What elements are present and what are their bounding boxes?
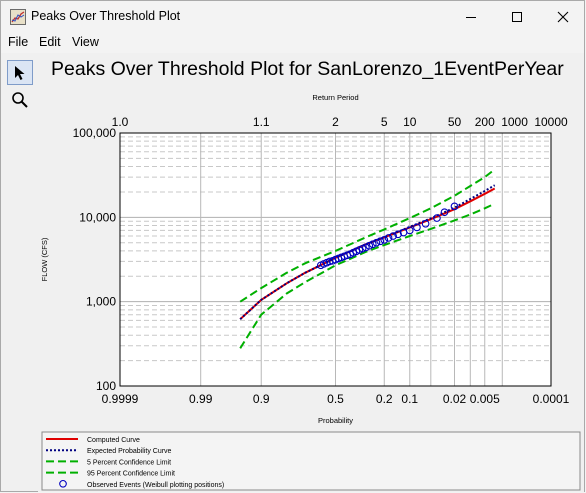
- cursor-arrow-icon: [15, 65, 25, 80]
- window-title: Peaks Over Threshold Plot: [31, 9, 181, 23]
- minimize-icon: [466, 16, 476, 18]
- series-line-2: [239, 168, 496, 303]
- observed-event-point: [440, 208, 449, 217]
- close-button[interactable]: [540, 1, 586, 32]
- observed-event-point: [365, 241, 374, 250]
- series-line-3: [239, 202, 496, 349]
- series-line-1: [239, 184, 496, 320]
- legend-label: 5 Percent Confidence Limit: [87, 459, 171, 466]
- plot-frame: [119, 132, 552, 387]
- return-period-tick-label: 10: [403, 115, 417, 129]
- return-period-tick-label: 1.1: [253, 115, 270, 129]
- tool-palette: [5, 56, 35, 492]
- pointer-tool-button[interactable]: [7, 60, 33, 85]
- observed-event-point: [372, 238, 381, 247]
- return-period-tick-label: 50: [448, 115, 462, 129]
- close-icon: [557, 11, 569, 22]
- legend-label: 95 Percent Confidence Limit: [87, 471, 175, 478]
- plot-pane: Peaks Over Threshold Plot for SanLorenzo…: [38, 56, 584, 492]
- x-tick-label: 0.02: [443, 392, 467, 406]
- legend-label: Observed Events (Weibull plotting positi…: [87, 482, 224, 489]
- plot-title: Peaks Over Threshold Plot for SanLorenzo…: [51, 58, 564, 80]
- observed-event-point: [368, 240, 377, 249]
- return-period-axis-title: Return Period: [312, 93, 358, 102]
- x-tick-label: 0.5: [327, 392, 344, 406]
- frequency-chart: 100 1,000 10,000 100,000 0.9999 0.99 0.9 0.5 0.2…: [40, 93, 581, 491]
- flow-axis-title: FLOW (CFS): [40, 237, 49, 281]
- observed-event-point: [384, 234, 393, 242]
- menu-file[interactable]: File: [8, 35, 29, 49]
- observed-event-point: [421, 219, 430, 228]
- x-tick-label: 0.9999: [102, 392, 139, 406]
- legend-label: Expected Probability Curve: [87, 448, 172, 455]
- x-tick-label: 0.9: [253, 392, 270, 406]
- observed-event-point: [433, 214, 441, 222]
- return-period-tick-label: 200: [475, 115, 495, 129]
- maximize-button[interactable]: [494, 1, 540, 32]
- menu-edit[interactable]: Edit: [39, 35, 61, 49]
- probability-axis-title: Probability: [318, 416, 353, 425]
- return-period-tick-label: 1000: [501, 115, 528, 129]
- observed-event-point: [450, 202, 459, 211]
- legend-label: Computed Curve: [87, 437, 140, 444]
- observed-event-point: [380, 236, 389, 244]
- x-tick-label: 0.2: [376, 392, 393, 406]
- return-period-tick-label: 1.0: [112, 115, 129, 129]
- zoom-tool-button[interactable]: [7, 87, 33, 112]
- maximize-icon: [512, 11, 522, 22]
- plot-app-icon: [10, 9, 26, 25]
- menu-view[interactable]: View: [72, 35, 99, 49]
- observed-event-point: [405, 226, 414, 235]
- menu-bar: File Edit View: [1, 32, 584, 53]
- title-bar[interactable]: Peaks Over Threshold Plot: [1, 1, 584, 32]
- series-line-0: [239, 187, 496, 320]
- return-period-tick-label: 10000: [534, 115, 568, 129]
- y-tick-label: 10,000: [79, 210, 116, 224]
- observed-event-point: [394, 230, 402, 239]
- observed-event-point: [376, 237, 385, 246]
- x-tick-label: 0.0001: [533, 392, 570, 406]
- observed-event-point: [389, 232, 397, 240]
- legend-box: [41, 431, 581, 491]
- x-tick-label: 0.1: [401, 392, 418, 406]
- y-tick-label: 1,000: [86, 295, 116, 309]
- magnifier-icon: [12, 91, 28, 108]
- observed-event-point: [358, 244, 367, 253]
- x-tick-label: 0.99: [189, 392, 213, 406]
- minimize-button[interactable]: [448, 1, 494, 32]
- legend-swatch: [59, 479, 67, 488]
- observed-event-point: [413, 223, 421, 232]
- return-period-tick-label: 5: [381, 115, 388, 129]
- return-period-tick-label: 2: [332, 115, 339, 129]
- x-tick-label: 0.005: [470, 392, 500, 406]
- y-tick-label: 100,000: [73, 126, 117, 140]
- y-tick-label: 100: [96, 379, 116, 393]
